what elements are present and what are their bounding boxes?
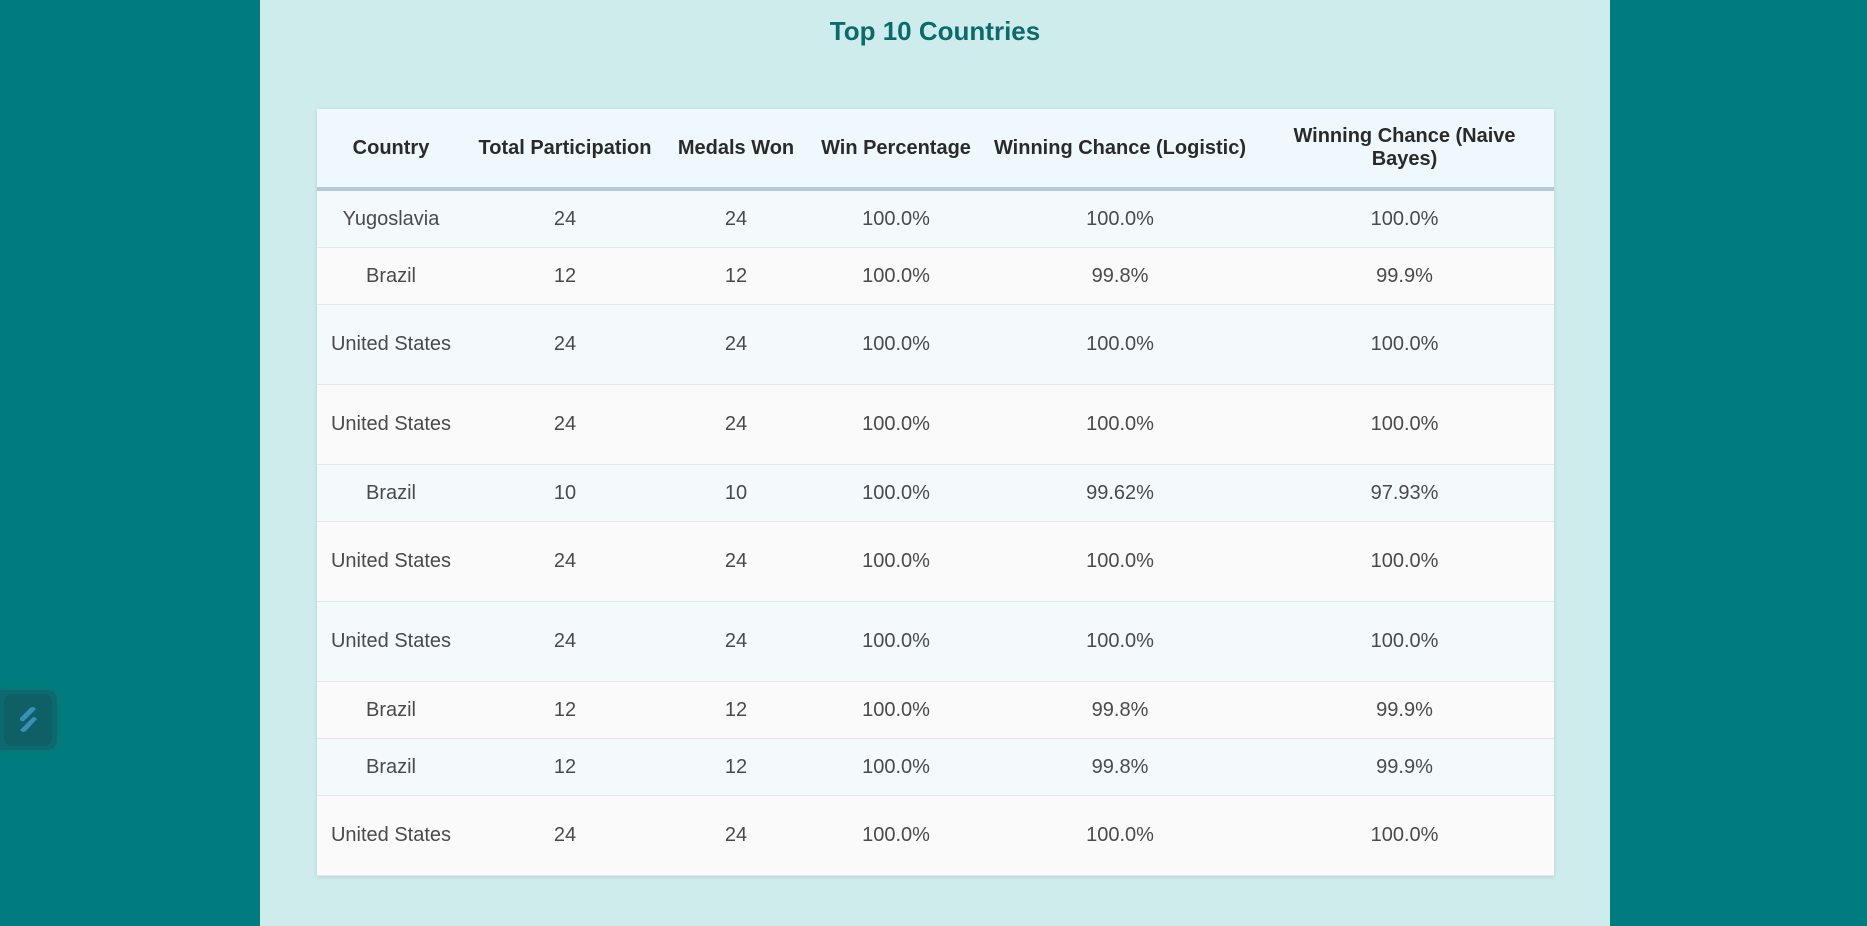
cell-medals-won: 12 (665, 738, 807, 796)
header-total-participation: Total Participation (465, 109, 665, 191)
cell-total-participation: 12 (465, 247, 665, 305)
page-title: Top 10 Countries (829, 16, 1041, 46)
side-widget-button[interactable] (0, 690, 57, 750)
cell-country: Brazil (317, 738, 465, 796)
cell-winning-chance-naive-bayes: 100.0% (1255, 189, 1554, 248)
cell-total-participation: 24 (465, 521, 665, 602)
cell-country: United States (317, 521, 465, 602)
table-row: Yugoslavia 24 24 100.0% 100.0% 100.0% (317, 189, 1554, 248)
cell-country: United States (317, 384, 465, 465)
side-widget-inner (4, 694, 52, 746)
cell-total-participation: 24 (465, 304, 665, 385)
cell-total-participation: 12 (465, 738, 665, 796)
cell-win-percentage: 100.0% (807, 521, 985, 602)
cell-winning-chance-naive-bayes: 99.9% (1255, 681, 1554, 739)
cell-winning-chance-naive-bayes: 100.0% (1255, 304, 1554, 385)
cell-winning-chance-logistic: 100.0% (985, 384, 1255, 465)
table-header: Country Total Participation Medals Won W… (317, 109, 1554, 191)
table-header-row: Country Total Participation Medals Won W… (317, 109, 1554, 191)
cell-winning-chance-logistic: 100.0% (985, 304, 1255, 385)
cell-win-percentage: 100.0% (807, 304, 985, 385)
cell-winning-chance-logistic: 100.0% (985, 189, 1255, 248)
header-country: Country (317, 109, 465, 191)
table-row: Brazil 12 12 100.0% 99.8% 99.9% (317, 247, 1554, 305)
cell-medals-won: 24 (665, 189, 807, 248)
cell-winning-chance-naive-bayes: 99.9% (1255, 738, 1554, 796)
cell-total-participation: 24 (465, 189, 665, 248)
cell-total-participation: 24 (465, 384, 665, 465)
cell-winning-chance-logistic: 100.0% (985, 521, 1255, 602)
cell-win-percentage: 100.0% (807, 189, 985, 248)
header-win-percentage: Win Percentage (807, 109, 985, 191)
cell-winning-chance-naive-bayes: 99.9% (1255, 247, 1554, 305)
cell-medals-won: 10 (665, 464, 807, 522)
cell-total-participation: 24 (465, 601, 665, 682)
cell-winning-chance-logistic: 99.8% (985, 738, 1255, 796)
table-row: United States 24 24 100.0% 100.0% 100.0% (317, 601, 1554, 682)
cell-country: Brazil (317, 464, 465, 522)
cell-win-percentage: 100.0% (807, 384, 985, 465)
table-row: United States 24 24 100.0% 100.0% 100.0% (317, 384, 1554, 465)
table-row: Brazil 12 12 100.0% 99.8% 99.9% (317, 738, 1554, 796)
header-winning-chance-logistic: Winning Chance (Logistic) (985, 109, 1255, 191)
table-body: Yugoslavia 24 24 100.0% 100.0% 100.0% Br… (317, 189, 1554, 876)
cell-winning-chance-logistic: 99.8% (985, 681, 1255, 739)
cell-country: Yugoslavia (317, 189, 465, 248)
cell-medals-won: 24 (665, 384, 807, 465)
header-winning-chance-naive-bayes: Winning Chance (Naive Bayes) (1255, 109, 1554, 191)
cell-country: Brazil (317, 247, 465, 305)
table-row: United States 24 24 100.0% 100.0% 100.0% (317, 795, 1554, 876)
countries-table: Country Total Participation Medals Won W… (317, 109, 1554, 876)
table-row: United States 24 24 100.0% 100.0% 100.0% (317, 304, 1554, 385)
cell-win-percentage: 100.0% (807, 464, 985, 522)
cell-winning-chance-naive-bayes: 100.0% (1255, 521, 1554, 602)
cell-winning-chance-naive-bayes: 100.0% (1255, 384, 1554, 465)
cell-win-percentage: 100.0% (807, 247, 985, 305)
cell-winning-chance-logistic: 100.0% (985, 795, 1255, 876)
table-row: United States 24 24 100.0% 100.0% 100.0% (317, 521, 1554, 602)
cell-total-participation: 12 (465, 681, 665, 739)
cell-country: United States (317, 795, 465, 876)
cell-medals-won: 12 (665, 681, 807, 739)
cell-winning-chance-naive-bayes: 97.93% (1255, 464, 1554, 522)
cell-win-percentage: 100.0% (807, 681, 985, 739)
cell-winning-chance-logistic: 99.8% (985, 247, 1255, 305)
cell-total-participation: 24 (465, 795, 665, 876)
content-panel: Top 10 Countries Country Total Participa… (260, 0, 1610, 926)
cell-country: United States (317, 601, 465, 682)
table-row: Brazil 10 10 100.0% 99.62% 97.93% (317, 464, 1554, 522)
cell-winning-chance-logistic: 100.0% (985, 601, 1255, 682)
countries-table-card: Country Total Participation Medals Won W… (317, 109, 1554, 876)
stacked-bars-logo-icon (20, 707, 37, 732)
cell-win-percentage: 100.0% (807, 795, 985, 876)
cell-win-percentage: 100.0% (807, 601, 985, 682)
cell-win-percentage: 100.0% (807, 738, 985, 796)
cell-medals-won: 12 (665, 247, 807, 305)
header-medals-won: Medals Won (665, 109, 807, 191)
table-row: Brazil 12 12 100.0% 99.8% 99.9% (317, 681, 1554, 739)
cell-total-participation: 10 (465, 464, 665, 522)
cell-medals-won: 24 (665, 304, 807, 385)
cell-country: United States (317, 304, 465, 385)
cell-country: Brazil (317, 681, 465, 739)
cell-medals-won: 24 (665, 601, 807, 682)
cell-medals-won: 24 (665, 521, 807, 602)
cell-medals-won: 24 (665, 795, 807, 876)
cell-winning-chance-naive-bayes: 100.0% (1255, 601, 1554, 682)
cell-winning-chance-naive-bayes: 100.0% (1255, 795, 1554, 876)
cell-winning-chance-logistic: 99.62% (985, 464, 1255, 522)
